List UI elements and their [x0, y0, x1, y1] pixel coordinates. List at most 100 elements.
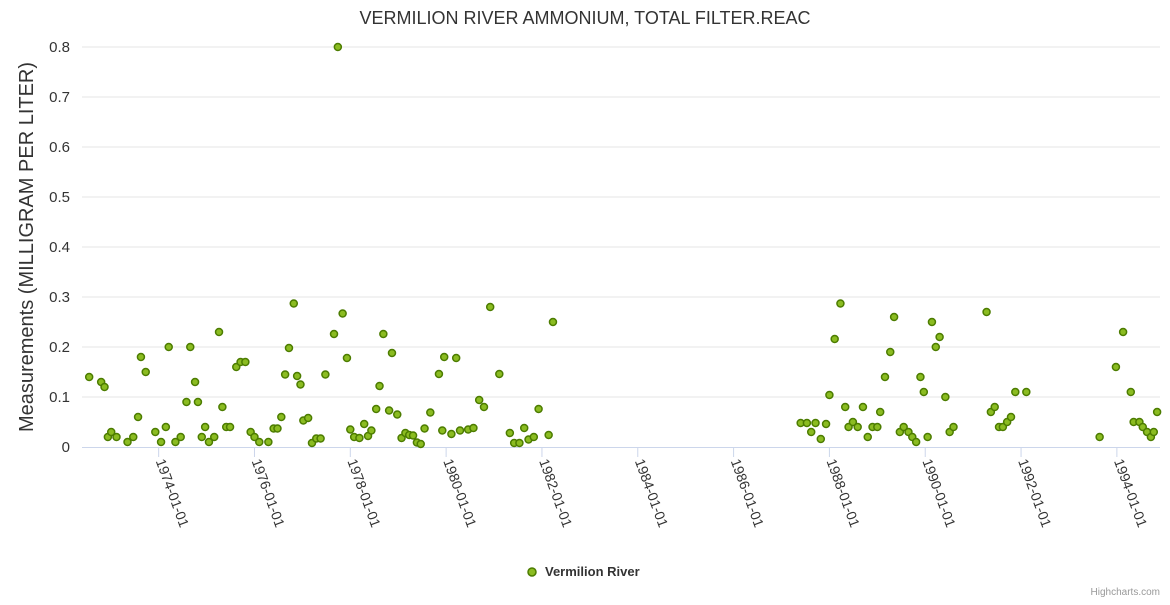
data-point[interactable] [280, 370, 290, 379]
data-point[interactable] [455, 426, 465, 435]
data-point[interactable] [875, 407, 885, 417]
data-point[interactable] [1006, 412, 1016, 422]
data-point[interactable] [371, 404, 381, 414]
data-point[interactable] [474, 395, 484, 405]
data-point[interactable] [161, 422, 171, 432]
data-point[interactable] [451, 353, 461, 363]
data-point[interactable] [515, 438, 524, 448]
data-point[interactable] [346, 425, 355, 434]
data-point[interactable] [949, 422, 958, 432]
data-point[interactable] [204, 437, 214, 447]
data-point[interactable] [186, 342, 195, 352]
credits-link[interactable]: Highcharts.com [1091, 587, 1160, 598]
data-point[interactable] [182, 397, 191, 407]
data-point[interactable] [136, 352, 146, 362]
data-point[interactable] [387, 348, 397, 358]
data-point[interactable] [289, 299, 299, 308]
data-point[interactable] [911, 437, 921, 447]
data-point[interactable] [141, 367, 150, 377]
data-point[interactable] [123, 437, 132, 447]
data-point[interactable] [534, 404, 543, 414]
data-point[interactable] [420, 424, 429, 433]
data-point[interactable] [802, 418, 812, 428]
data-point[interactable] [916, 372, 925, 382]
data-point[interactable] [821, 419, 831, 429]
data-point[interactable] [359, 419, 369, 429]
series-vermilion-river[interactable] [84, 42, 1162, 449]
data-point[interactable] [853, 422, 862, 432]
data-point[interactable] [830, 334, 839, 344]
data-point[interactable] [106, 427, 116, 437]
data-point[interactable] [171, 437, 180, 447]
data-point[interactable] [273, 424, 282, 433]
data-point[interactable] [438, 426, 447, 435]
data-point[interactable] [479, 402, 489, 412]
data-point[interactable] [355, 433, 364, 443]
data-point[interactable] [836, 299, 845, 308]
data-point[interactable] [303, 413, 313, 423]
data-point[interactable] [84, 372, 94, 382]
data-point[interactable] [1111, 362, 1121, 372]
data-point[interactable] [899, 422, 908, 432]
data-point[interactable] [485, 302, 495, 312]
data-point[interactable] [200, 422, 210, 432]
data-point[interactable] [296, 380, 305, 389]
data-point[interactable] [129, 432, 138, 442]
data-point[interactable] [840, 402, 850, 412]
data-point[interactable] [197, 432, 207, 442]
data-point[interactable] [519, 423, 529, 433]
data-point[interactable] [923, 432, 932, 442]
data-point[interactable] [393, 410, 402, 419]
data-point[interactable] [848, 417, 858, 427]
data-point[interactable] [982, 307, 991, 317]
data-point[interactable] [1095, 432, 1104, 442]
data-point[interactable] [100, 382, 109, 392]
data-point[interactable] [426, 408, 435, 417]
data-point[interactable] [544, 430, 553, 440]
data-point[interactable] [379, 329, 388, 339]
data-point[interactable] [255, 437, 264, 447]
data-point[interactable] [1152, 407, 1162, 417]
data-point[interactable] [218, 402, 227, 412]
data-point[interactable] [241, 357, 250, 367]
data-point[interactable] [264, 437, 273, 447]
data-point[interactable] [333, 42, 343, 52]
data-point[interactable] [1022, 387, 1031, 397]
data-point[interactable] [1126, 387, 1136, 397]
data-point[interactable] [329, 329, 339, 339]
data-point[interactable] [505, 428, 515, 438]
data-point[interactable] [919, 387, 929, 397]
data-point[interactable] [316, 434, 325, 443]
data-point[interactable] [447, 429, 456, 439]
data-point[interactable] [863, 432, 872, 442]
data-point[interactable] [990, 402, 999, 412]
data-point[interactable] [342, 353, 352, 363]
data-point[interactable] [886, 347, 895, 357]
data-point[interactable] [408, 431, 418, 440]
data-point[interactable] [941, 392, 950, 402]
data-point[interactable] [176, 432, 185, 442]
data-point[interactable] [338, 309, 347, 318]
data-point[interactable] [284, 343, 294, 353]
data-point[interactable] [321, 370, 330, 379]
data-point[interactable] [133, 412, 143, 422]
data-point[interactable] [927, 317, 937, 327]
data-point[interactable] [384, 406, 394, 415]
data-point[interactable] [214, 327, 224, 337]
data-point[interactable] [816, 434, 826, 444]
data-point[interactable] [529, 432, 539, 442]
data-point[interactable] [292, 371, 302, 381]
data-point[interactable] [469, 423, 478, 433]
data-point[interactable] [367, 426, 376, 435]
data-point[interactable] [209, 432, 219, 442]
data-point[interactable] [225, 422, 235, 432]
data-point[interactable] [112, 432, 121, 442]
data-point[interactable] [416, 439, 425, 449]
data-point[interactable] [156, 437, 166, 447]
legend-item-vermilion-river[interactable]: Vermilion River [545, 564, 640, 579]
legend[interactable]: Vermilion River [527, 564, 640, 579]
data-point[interactable] [889, 312, 899, 322]
data-point[interactable] [931, 342, 941, 352]
data-point[interactable] [164, 342, 173, 352]
data-point[interactable] [935, 332, 944, 342]
